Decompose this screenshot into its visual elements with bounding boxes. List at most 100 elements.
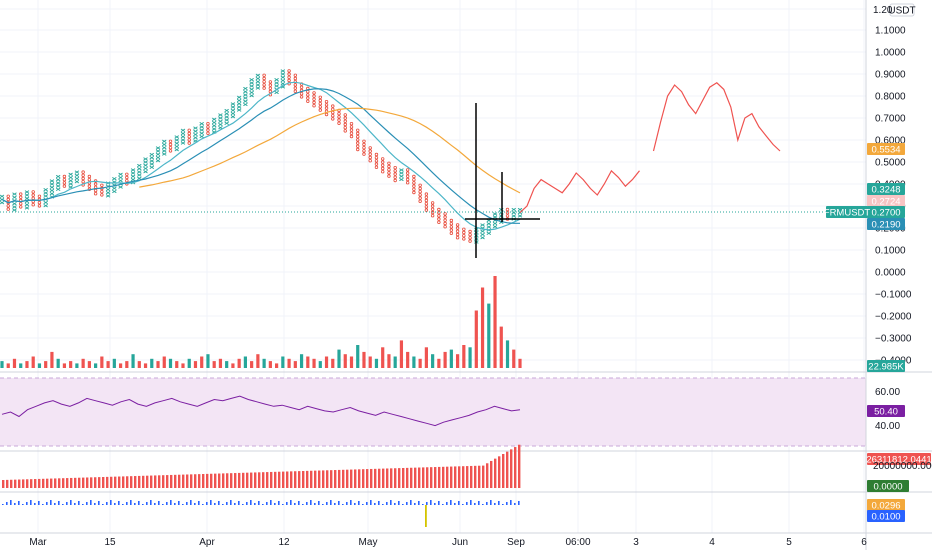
pf-x-box	[55, 178, 61, 182]
pf-x-box	[249, 90, 254, 95]
pf-o-box	[343, 125, 347, 130]
pf-x-box	[12, 208, 17, 212]
price-tick-label: 0.5000	[875, 158, 906, 169]
pf-x-box	[193, 126, 198, 130]
volume-bar	[69, 361, 73, 368]
pf-x-box	[255, 73, 261, 77]
time-tick-label: 4	[709, 537, 715, 548]
volume-bar	[162, 356, 166, 368]
volume-badge-bg	[867, 360, 905, 372]
pf-o-box	[437, 220, 441, 224]
oscillator-bar	[22, 504, 24, 505]
pf-x-box	[224, 112, 229, 116]
pf-x-box	[143, 166, 148, 171]
pf-o-box	[299, 95, 304, 99]
cumulative-bar	[34, 479, 37, 488]
cumulative-bar	[78, 477, 81, 488]
oscillator-bar	[514, 503, 516, 505]
volume-bar	[81, 358, 85, 368]
pf-o-box	[293, 89, 298, 93]
pf-o-box	[387, 164, 391, 169]
volume-bar	[156, 361, 160, 368]
pf-o-box	[356, 144, 360, 148]
pf-o-box	[331, 113, 335, 118]
price-tick-label: −0.1000	[875, 290, 912, 301]
pf-x-box	[137, 167, 142, 171]
pf-o-box	[6, 207, 10, 211]
pf-o-box	[430, 204, 435, 208]
pf-x-box	[49, 188, 55, 193]
volume-bar	[312, 358, 316, 368]
pf-x-box	[218, 113, 223, 117]
cumulative-bar	[478, 465, 481, 488]
pf-o-box	[19, 195, 23, 199]
pf-o-box	[455, 229, 460, 233]
volume-bar	[150, 358, 154, 368]
cumulative-bar	[230, 473, 233, 488]
pf-o-box	[100, 193, 104, 197]
oscillator-bar	[450, 500, 452, 505]
pf-x-box	[149, 165, 155, 169]
oscillator-bar	[50, 500, 52, 505]
cumulative-bar	[210, 473, 213, 488]
pf-o-box	[437, 207, 441, 212]
moving-averages	[1, 81, 521, 231]
cumulative-bar	[386, 468, 389, 488]
pf-x-box	[280, 75, 286, 79]
currency-tag[interactable]	[889, 3, 915, 17]
pf-o-box	[443, 212, 447, 216]
pf-x-box	[224, 121, 229, 125]
pf-o-box	[93, 188, 98, 193]
pf-x-box	[193, 129, 198, 133]
pf-x-box	[274, 84, 279, 88]
oscillator-bar	[150, 500, 152, 505]
volume-bar	[393, 356, 397, 368]
oscillator-bar	[246, 502, 248, 505]
pf-x-box	[199, 122, 204, 126]
pf-o-box	[31, 190, 35, 194]
pf-o-box	[206, 121, 210, 126]
pf-o-box	[374, 162, 379, 166]
pf-o-box	[462, 233, 466, 238]
pf-o-box	[318, 105, 322, 109]
cumulative-bar	[474, 465, 477, 488]
price-badge-bg	[867, 143, 905, 155]
pf-x-box	[174, 144, 179, 149]
pf-x-box	[118, 172, 123, 176]
volume-bar	[480, 287, 485, 368]
volume-bar	[468, 347, 472, 368]
pf-o-box	[81, 170, 85, 174]
volume-bar	[324, 356, 329, 368]
pf-o-box	[462, 230, 466, 235]
pf-x-box	[112, 189, 117, 194]
oscillator-bar	[114, 503, 116, 505]
pf-o-box	[455, 226, 460, 230]
cumulative-bar	[142, 475, 145, 488]
volume-bar	[431, 354, 435, 368]
pf-o-box	[362, 139, 366, 143]
oscillator-bar	[390, 500, 392, 505]
oscillator-bar	[110, 500, 112, 505]
volume-bar	[118, 363, 123, 368]
volume-bar	[306, 356, 310, 368]
pf-o-box	[393, 178, 397, 183]
pf-o-box	[374, 155, 379, 160]
cumulative-bar	[214, 473, 217, 488]
pf-x-box	[143, 160, 148, 164]
pf-x-box	[143, 170, 148, 174]
cumulative-bar	[114, 476, 117, 488]
oscillator-bar	[506, 502, 508, 505]
volume-bar	[281, 356, 285, 368]
pf-x-box	[280, 78, 286, 83]
oscillator-bar	[354, 503, 356, 505]
pf-x-box	[162, 149, 167, 153]
pf-o-box	[368, 155, 372, 160]
pf-o-box	[187, 131, 191, 136]
pf-x-box	[105, 187, 111, 192]
pf-o-box	[449, 231, 454, 235]
pf-x-box	[55, 174, 61, 179]
pf-o-box	[62, 177, 67, 182]
oscillator-bar	[486, 502, 488, 505]
pf-o-box	[168, 142, 173, 147]
